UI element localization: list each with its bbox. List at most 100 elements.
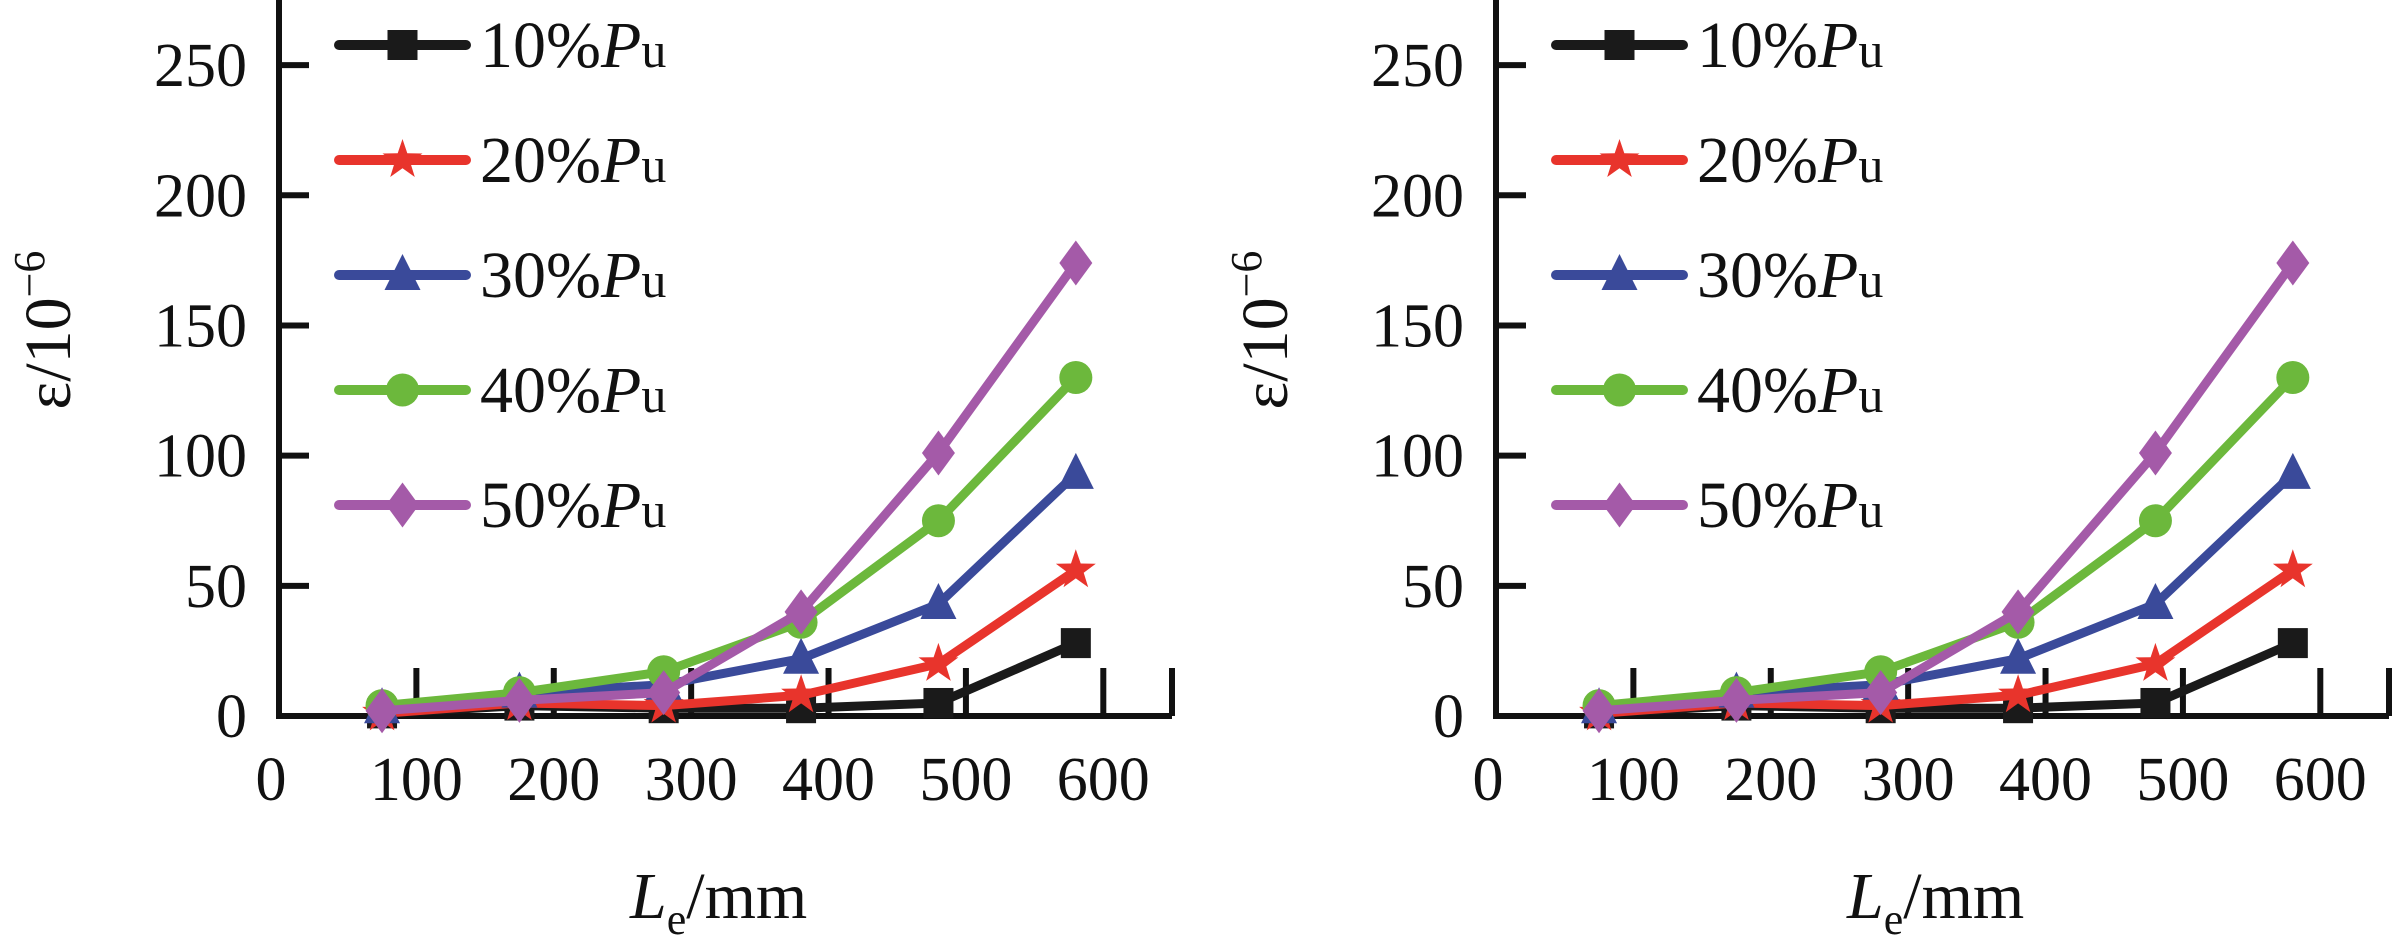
legend-entry: 30%Pu [334, 239, 666, 312]
data-point [1582, 688, 1616, 734]
legend-marker [1603, 482, 1636, 528]
data-point [921, 430, 955, 476]
legend-label: 20%Pu [480, 124, 666, 197]
legend-label: 30%Pu [1697, 239, 1883, 312]
legend-label-sub: u [1858, 137, 1883, 193]
data-point [1719, 677, 1753, 723]
series-line [1598, 260, 2297, 716]
legend-label-sub: u [641, 482, 666, 538]
data-point [923, 687, 954, 718]
y-tick-label: 150 [154, 292, 247, 360]
x-tick-label: 500 [919, 746, 1012, 814]
x-tick-label: 500 [2136, 746, 2229, 814]
y-tick-label: 200 [1371, 162, 1464, 230]
data-point [784, 589, 818, 635]
legend-label: 30%Pu [480, 239, 666, 312]
legend-entry: 50%Pu [334, 469, 666, 542]
legend-marker [382, 139, 423, 177]
data-point [2138, 430, 2172, 476]
x-tick-label: 400 [1999, 746, 2092, 814]
x-tick-label: 600 [2274, 746, 2367, 814]
data-point [2135, 642, 2176, 681]
legend-label: 10%Pu [1697, 9, 1883, 82]
legend-entry: 40%Pu [334, 354, 666, 427]
x-label-sub: e [667, 895, 687, 944]
legend-label-main: 20% [1697, 124, 1818, 197]
data-point [1055, 549, 1096, 588]
data-point [1060, 628, 1091, 659]
y-tick-label: 250 [154, 32, 247, 100]
data-point [2277, 628, 2308, 659]
data-point [2001, 589, 2035, 635]
x-axis-label: Le/mm [1846, 860, 2024, 944]
legend-entry: 20%Pu [1551, 124, 1883, 197]
x-tick-label: 300 [1862, 746, 1955, 814]
data-point [1059, 240, 1093, 286]
x-tick-label: 400 [782, 746, 875, 814]
data-point [2276, 240, 2310, 286]
legend-label-main: 50% [480, 469, 601, 542]
legend-label: 20%Pu [1697, 124, 1883, 197]
legend-label-italic: P [1817, 9, 1858, 82]
legend-label-sub: u [641, 137, 666, 193]
data-point [781, 674, 821, 713]
x-tick-label: 100 [370, 746, 463, 814]
x-label-main: L [1846, 860, 1884, 933]
y-tick-label: 150 [1371, 292, 1464, 360]
y-tick-label: 250 [1371, 32, 1464, 100]
y-tick-label: 200 [154, 162, 247, 230]
legend-label-italic: P [1817, 354, 1858, 427]
data-point [1057, 452, 1094, 489]
data-point [2276, 361, 2310, 395]
y-label-sup: −6 [1222, 251, 1271, 298]
data-point [502, 677, 536, 723]
legend-label-main: 10% [480, 9, 601, 82]
y-label-main: ε/10 [1229, 297, 1302, 409]
x-tick-label: 600 [1057, 746, 1150, 814]
legend-label-main: 10% [1697, 9, 1818, 82]
y-tick-label: 100 [154, 423, 247, 491]
legend-entry: 10%Pu [1551, 9, 1883, 82]
legend-entry: 30%Pu [1551, 239, 1883, 312]
x-axis-label: Le/mm [629, 860, 807, 944]
legend-label: 10%Pu [480, 9, 666, 82]
legend-marker [386, 373, 419, 407]
y-axis-label: ε/10−6 [5, 251, 85, 410]
legend-entry: 10%Pu [334, 9, 666, 82]
data-point [2137, 583, 2174, 620]
data-point [1059, 361, 1093, 395]
legend-label: 40%Pu [1697, 354, 1883, 427]
legend-label-sub: u [1858, 252, 1883, 308]
series-line [381, 374, 1080, 711]
legend-label: 40%Pu [480, 354, 666, 427]
legend-label-italic: P [600, 9, 641, 82]
x-tick-label: 200 [507, 746, 600, 814]
x-label-sub: e [1884, 895, 1904, 944]
series-line [1598, 374, 2297, 711]
data-point [2140, 687, 2171, 718]
legend-marker [384, 254, 421, 290]
data-point [783, 637, 820, 674]
legend-label-sub: u [641, 22, 666, 78]
x-label-unit: /mm [1903, 860, 2024, 933]
data-point [2272, 549, 2313, 588]
data-point [920, 583, 957, 620]
legend-entry: 50%Pu [1551, 469, 1883, 542]
legend-label-sub: u [1858, 22, 1883, 78]
legend-label-main: 20% [480, 124, 601, 197]
data-point [647, 670, 681, 716]
legend-label-sub: u [1858, 367, 1883, 423]
legend-label-italic: P [1817, 124, 1858, 197]
x-tick-label: 0 [1473, 746, 1504, 814]
legend-label-italic: P [600, 239, 641, 312]
x-tick-label: 200 [1724, 746, 1817, 814]
x-tick-label: 0 [256, 746, 287, 814]
legend-label-main: 40% [1697, 354, 1818, 427]
data-point [1998, 674, 2038, 713]
y-tick-label: 100 [1371, 423, 1464, 491]
legend-label-italic: P [600, 469, 641, 542]
legend-label-italic: P [600, 354, 641, 427]
legend-label-main: 40% [480, 354, 601, 427]
data-point [2274, 452, 2311, 489]
